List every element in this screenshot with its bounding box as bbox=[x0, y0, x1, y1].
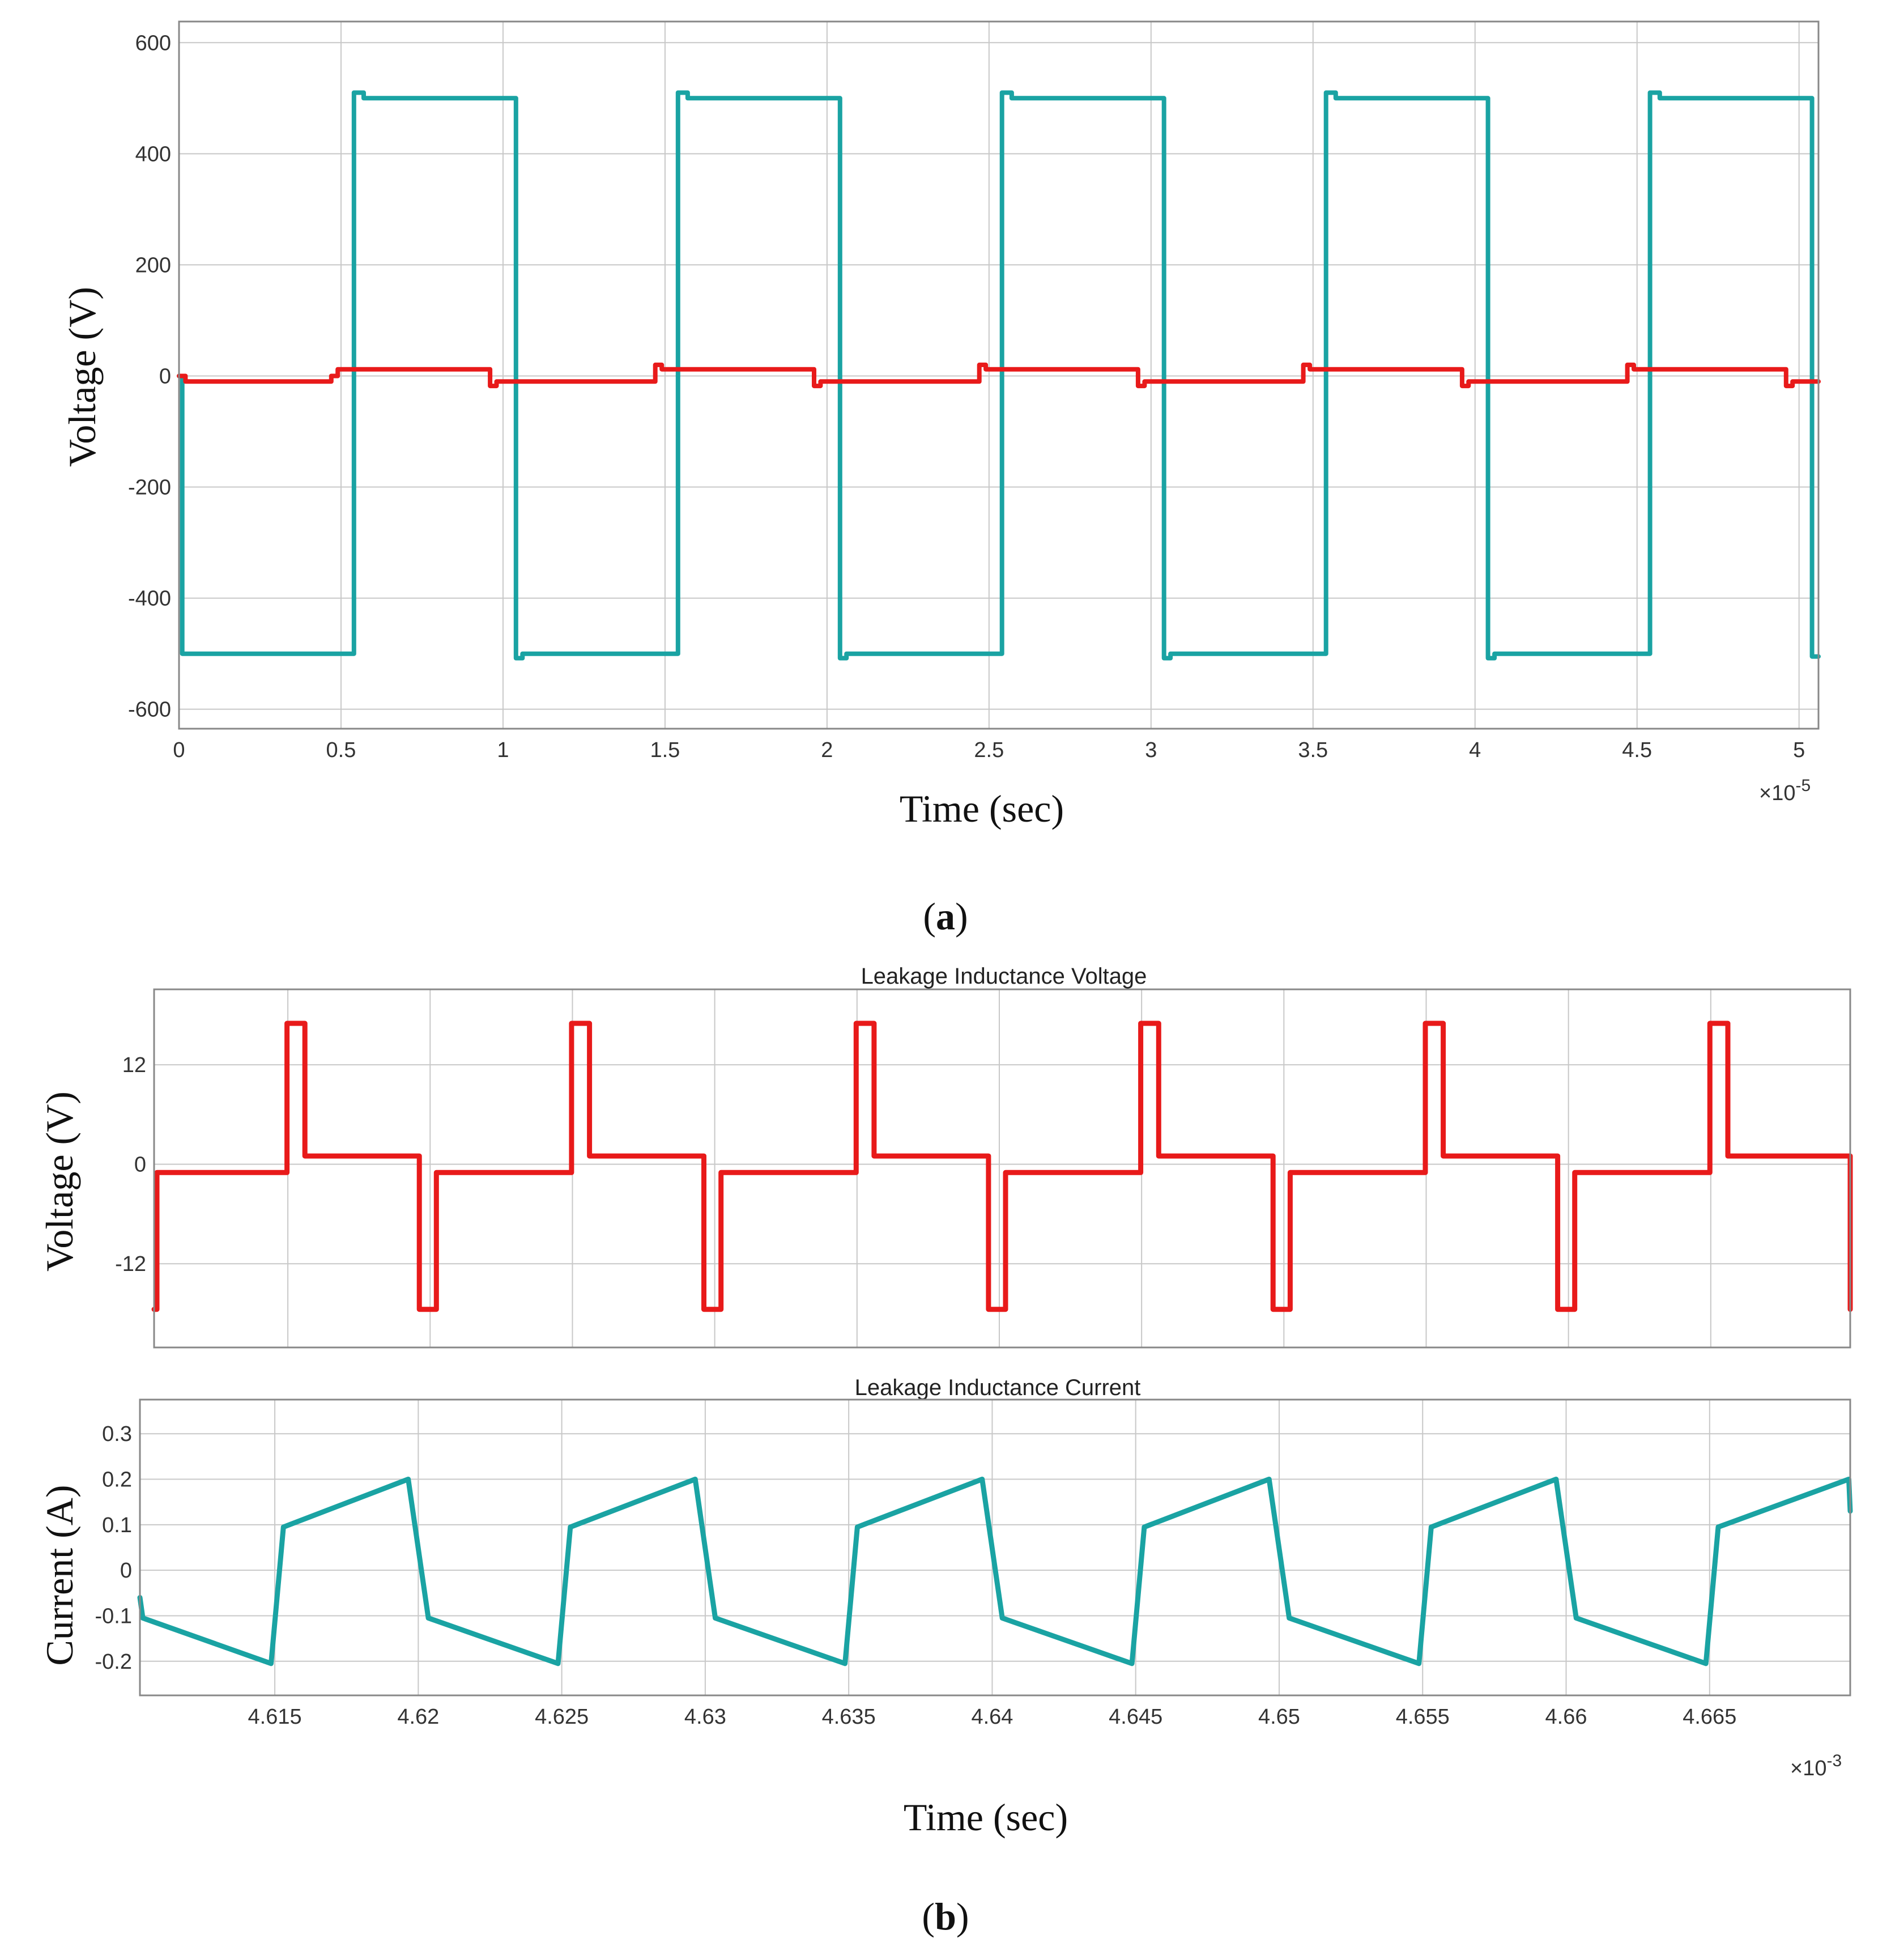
y-tick-label: 400 bbox=[135, 142, 171, 166]
x-tick-label: 2.5 bbox=[974, 738, 1004, 762]
plot-b-bottom-frame bbox=[139, 1398, 1851, 1697]
y-tick-label: 0.1 bbox=[102, 1513, 132, 1537]
y-tick-label: -400 bbox=[128, 587, 171, 611]
x-tick-label: 1.5 bbox=[650, 738, 680, 762]
y-tick-label: -0.1 bbox=[95, 1604, 132, 1628]
x-tick-label: 4.63 bbox=[684, 1705, 726, 1729]
y-tick-label: -12 bbox=[115, 1252, 146, 1276]
x-tick-label: 5 bbox=[1793, 738, 1805, 762]
plot-b-top-grid bbox=[154, 989, 1850, 1347]
y-tick-label: -0.2 bbox=[95, 1650, 132, 1674]
x-tick-label: 3.5 bbox=[1298, 738, 1328, 762]
y-tick-label: -200 bbox=[128, 476, 171, 500]
plot-a-x-exponent: ×10-5 bbox=[1759, 776, 1811, 805]
plot-a-frame bbox=[178, 20, 1820, 730]
plot-a-background bbox=[179, 22, 1818, 729]
plot-b-top-ylabel: Voltage (V) bbox=[38, 1091, 81, 1272]
plot-a-grid bbox=[178, 22, 1818, 729]
caption-b: (b) bbox=[922, 1895, 969, 1938]
x-tick-label: 4.655 bbox=[1396, 1705, 1450, 1729]
x-tick-label: 0 bbox=[173, 738, 185, 762]
x-tick-label: 1 bbox=[497, 738, 509, 762]
x-tick-label: 4.65 bbox=[1258, 1705, 1300, 1729]
series-line-leakage-inductance-voltage bbox=[151, 1021, 1853, 1312]
plot-b-top-frame bbox=[153, 988, 1851, 1349]
y-tick-label: 12 bbox=[122, 1053, 146, 1077]
plot-b-bottom-y-ticks: 0.3 0.2 0.1 0 -0.1 -0.2 bbox=[95, 1422, 132, 1674]
plot-b-top-y-ticks: 12 0 -12 bbox=[115, 1053, 146, 1276]
x-tick-label: 4.64 bbox=[971, 1705, 1013, 1729]
x-tick-label: 4 bbox=[1469, 738, 1481, 762]
series-line-leakage-inductance-current bbox=[137, 1477, 1853, 1666]
panel-b-bottom: Leakage Inductance Current 4.615 4.62 4.62… bbox=[38, 1375, 1853, 1839]
plot-b-bottom-ylabel: Current (A) bbox=[38, 1485, 81, 1665]
x-tick-label: 4.62 bbox=[397, 1705, 439, 1729]
plot-a-xlabel: Time (sec) bbox=[900, 787, 1064, 830]
plot-a-ylabel: Voltage (V) bbox=[61, 287, 104, 467]
x-tick-label: 3 bbox=[1145, 738, 1157, 762]
y-tick-label: 0.2 bbox=[102, 1468, 132, 1492]
plot-b-top-series bbox=[151, 1021, 1853, 1312]
plot-a-x-ticks: 0 0.5 1 1.5 2 2.5 3 3.5 4 4.5 5 bbox=[173, 738, 1805, 762]
plot-a-y-ticks: 600 400 200 0 -200 -400 -600 bbox=[128, 31, 171, 721]
x-tick-label: 4.5 bbox=[1622, 738, 1652, 762]
y-tick-label: 200 bbox=[135, 253, 171, 277]
plot-b-bottom-x-exponent: ×10-3 bbox=[1790, 1751, 1842, 1780]
y-tick-label: 600 bbox=[135, 31, 171, 55]
y-tick-label: 0 bbox=[134, 1153, 146, 1177]
plot-b-bottom-series bbox=[137, 1477, 1853, 1666]
x-tick-label: 4.615 bbox=[248, 1705, 302, 1729]
y-tick-label: 0 bbox=[159, 364, 171, 388]
caption-a: (a) bbox=[923, 895, 968, 938]
x-tick-label: 0.5 bbox=[326, 738, 356, 762]
plot-b-bottom-xlabel: Time (sec) bbox=[904, 1796, 1068, 1839]
plot-b-top-title: Leakage Inductance Voltage bbox=[861, 964, 1147, 989]
plot-a-series bbox=[177, 90, 1821, 661]
x-tick-label: 4.645 bbox=[1109, 1705, 1162, 1729]
panel-b-top: Leakage Inductance Voltage 12 0 -12 Voltag… bbox=[38, 964, 1853, 1349]
plot-b-bottom-x-ticks: 4.615 4.62 4.625 4.63 4.635 4.64 4.645 4.65 4.65… bbox=[248, 1705, 1737, 1729]
y-tick-label: 0 bbox=[120, 1559, 132, 1583]
x-tick-label: 4.625 bbox=[535, 1705, 589, 1729]
x-tick-label: 4.66 bbox=[1545, 1705, 1587, 1729]
series-line-transformer-voltage bbox=[177, 90, 1821, 661]
plot-b-bottom-grid bbox=[140, 1400, 1850, 1695]
x-tick-label: 4.635 bbox=[822, 1705, 876, 1729]
panel-a: 0 0.5 1 1.5 2 2.5 3 3.5 4 4.5 5 600 400 200 0 -200 -400… bbox=[61, 20, 1821, 830]
y-tick-label: 0.3 bbox=[102, 1422, 132, 1446]
plot-b-bottom-title: Leakage Inductance Current bbox=[855, 1375, 1141, 1400]
x-tick-label: 4.665 bbox=[1683, 1705, 1736, 1729]
y-tick-label: -600 bbox=[128, 698, 171, 722]
x-tick-label: 2 bbox=[821, 738, 833, 762]
series-line-leakage-voltage bbox=[177, 362, 1821, 389]
